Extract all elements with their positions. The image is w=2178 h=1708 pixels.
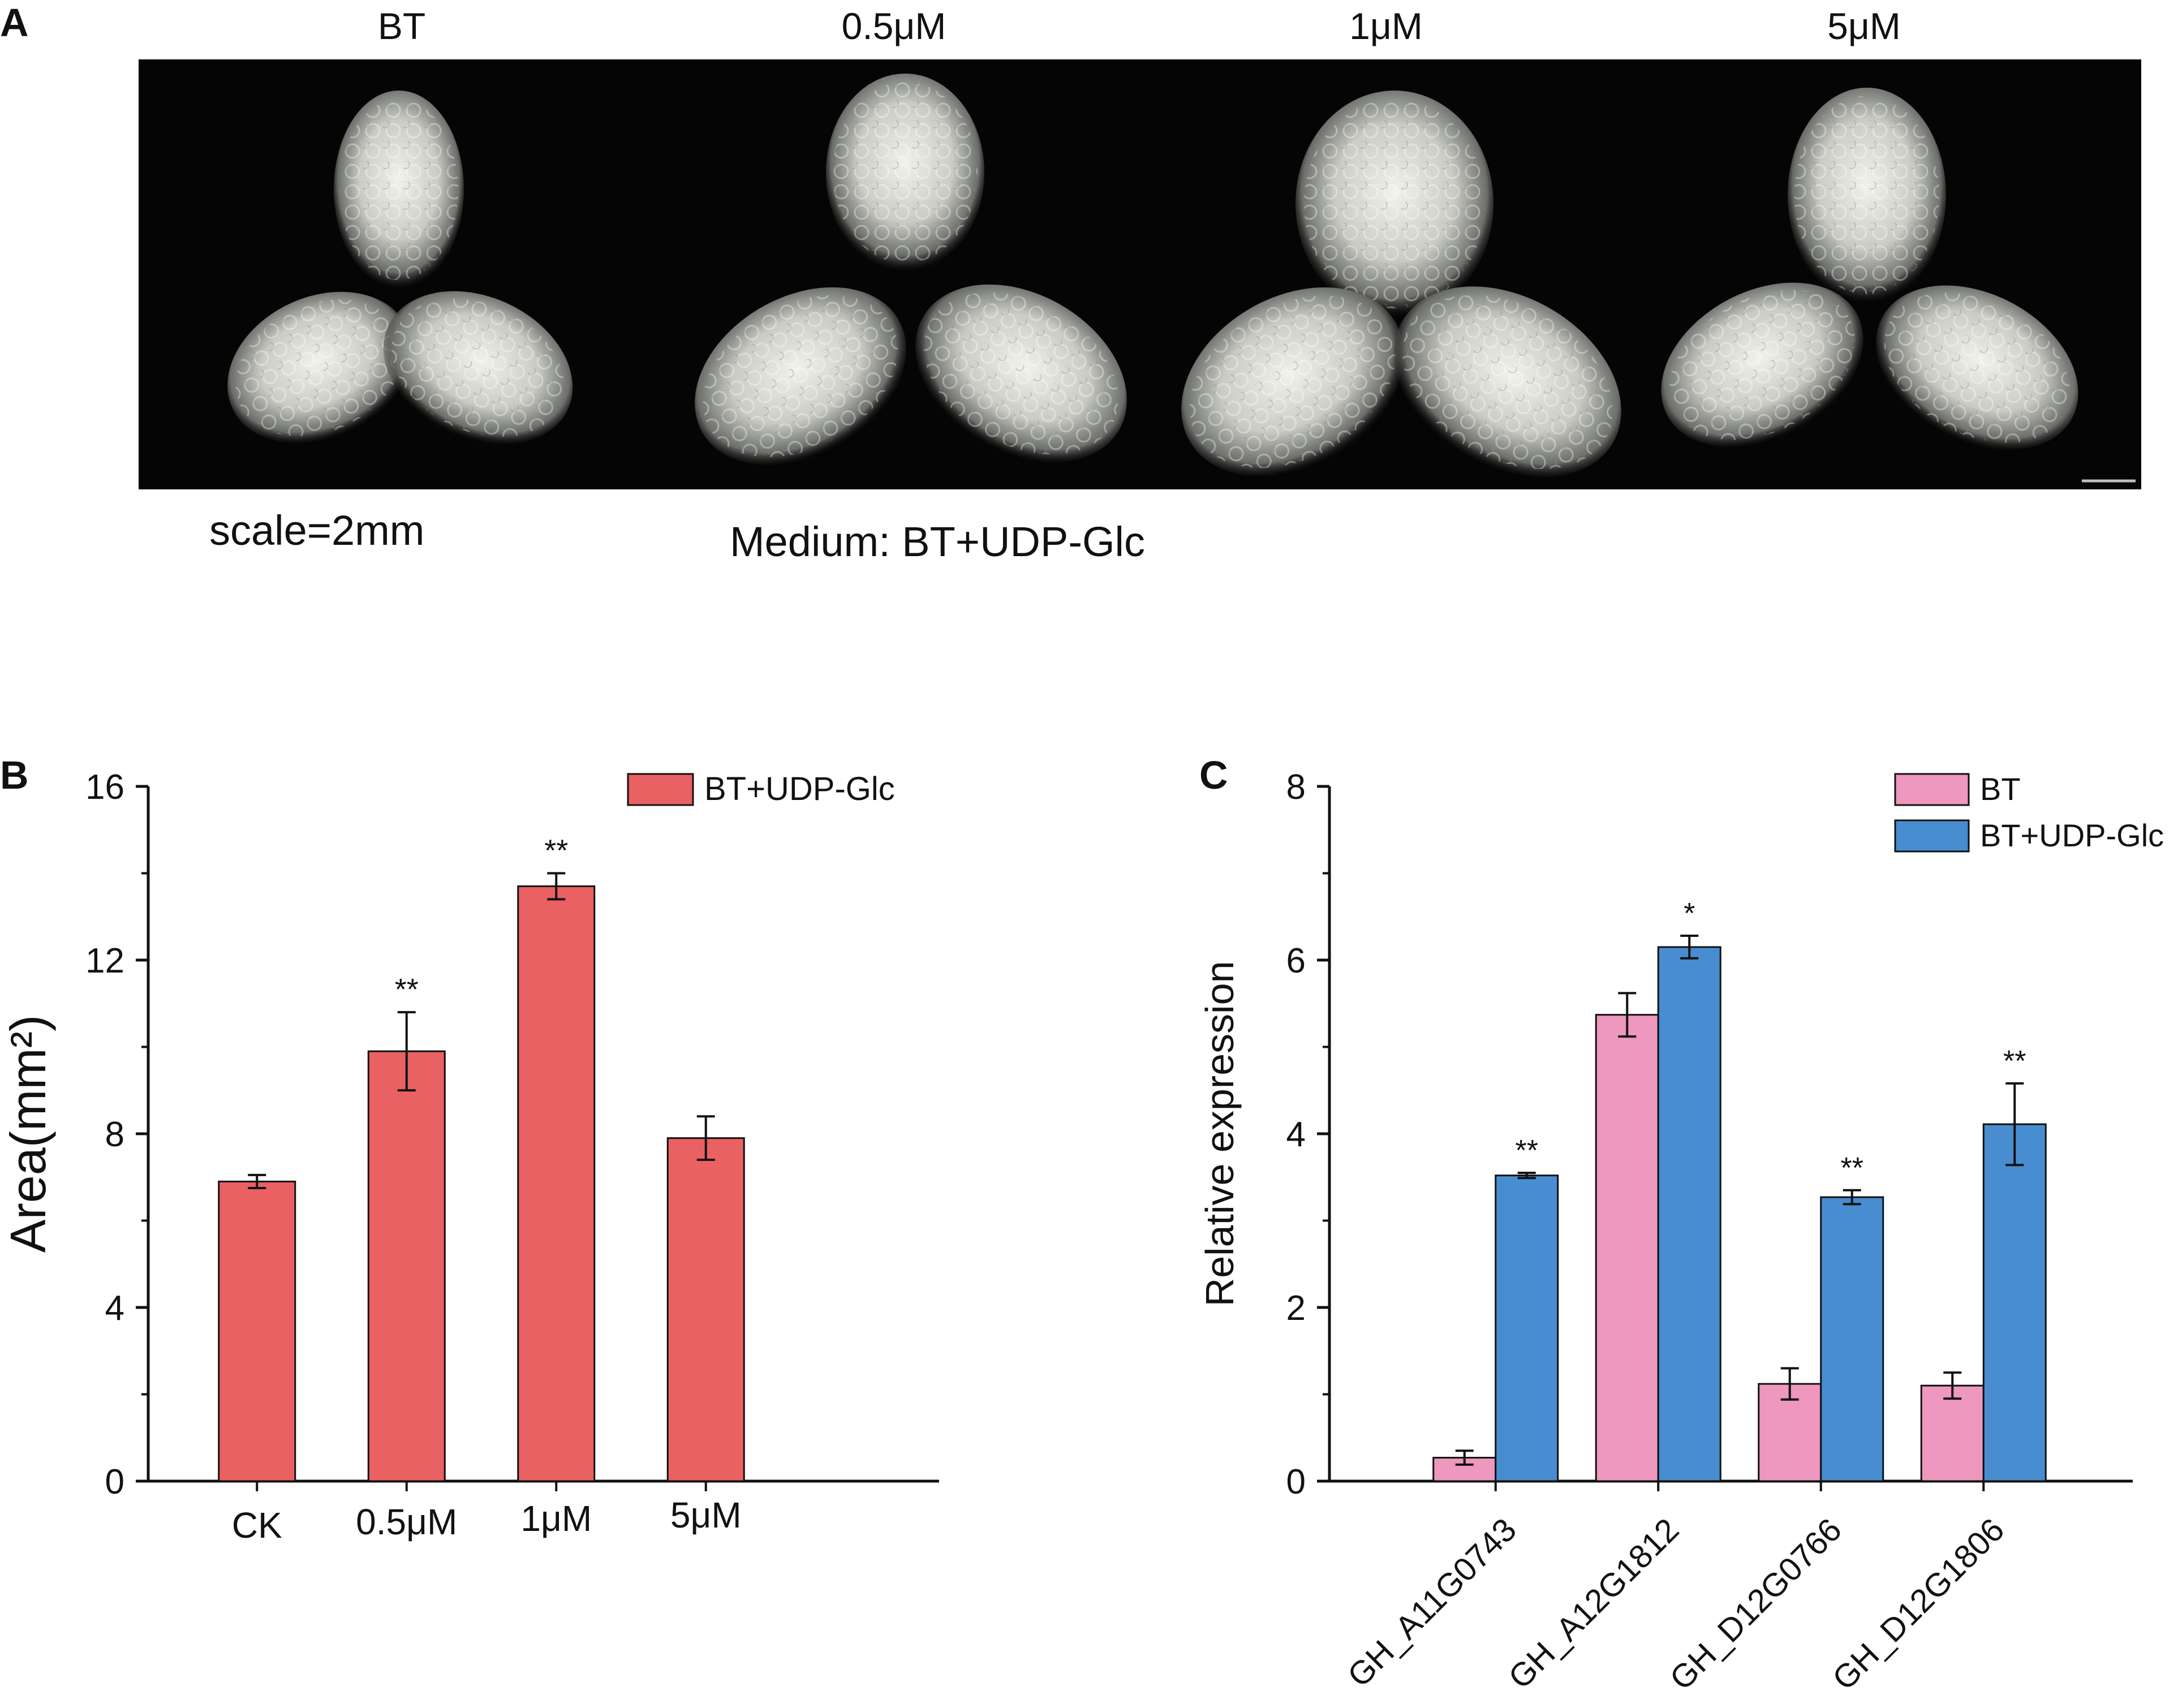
x-tick-label: GH_A12G1812 <box>1501 1511 1686 1696</box>
y-tick-label: 16 <box>85 768 124 807</box>
significance-marker: ** <box>395 973 419 1006</box>
x-tick-label: GH_A11G0743 <box>1341 1511 1523 1694</box>
y-tick-label: 0 <box>1286 1462 1306 1502</box>
y-tick-label: 8 <box>105 1115 124 1154</box>
medium-caption: Medium: BT+UDP-Glc <box>730 518 1145 565</box>
ovule-cluster-0-5um <box>695 74 1127 466</box>
ovule-cluster-1um <box>1181 91 1621 477</box>
panel-c-letter: C <box>1199 753 1228 797</box>
y-axis-title: Relative expression <box>1198 961 1242 1307</box>
y-tick-label: 2 <box>1286 1289 1306 1328</box>
column-label-5um: 5μM <box>1827 5 1901 47</box>
bar <box>1595 1014 1659 1482</box>
x-tick-label: 1μM <box>520 1498 592 1539</box>
y-tick-label: 4 <box>105 1289 124 1328</box>
x-tick-label: GH_D12G0766 <box>1663 1511 1849 1697</box>
y-tick-label: 12 <box>85 941 124 980</box>
bar <box>218 1180 296 1482</box>
panel-a-letter: A <box>0 1 29 45</box>
ovule-cluster-5um <box>1661 88 2078 450</box>
column-label-bt: BT <box>377 5 426 47</box>
bar <box>1982 1123 2047 1482</box>
bar <box>517 885 596 1482</box>
bar <box>1920 1384 1985 1482</box>
significance-marker: ** <box>544 834 568 868</box>
scale-caption: scale=2mm <box>209 507 425 554</box>
legend-swatch <box>1894 773 1970 806</box>
x-tick-label: GH_D12G1806 <box>1826 1511 2012 1697</box>
legend-swatch <box>627 773 694 806</box>
bar <box>1820 1196 1884 1482</box>
bar <box>1495 1174 1559 1482</box>
bar <box>367 1050 446 1482</box>
chart-relative-expression: 0 2 4 6 8 Relative expression ** GH_A11G0743 * GH… <box>1198 768 2164 1697</box>
y-tick-label: 6 <box>1286 941 1306 980</box>
bar <box>1657 946 1721 1482</box>
significance-marker: * <box>1684 897 1695 930</box>
y-tick-label: 8 <box>1286 768 1306 807</box>
legend-label: BT <box>1980 771 2021 807</box>
y-tick-label: 0 <box>105 1462 124 1502</box>
significance-marker: ** <box>1841 1152 1863 1185</box>
column-label-1um: 1μM <box>1349 5 1423 47</box>
panel-b-letter: B <box>0 753 29 797</box>
significance-marker: ** <box>2003 1045 2026 1078</box>
x-tick-label: 0.5μM <box>356 1502 457 1542</box>
legend-swatch <box>1894 819 1970 853</box>
legend-label: BT+UDP-Glc <box>704 771 895 807</box>
bar <box>666 1137 745 1482</box>
x-tick-label: 5μM <box>670 1495 742 1535</box>
y-tick-label: 4 <box>1286 1115 1306 1154</box>
significance-marker: ** <box>1516 1134 1538 1167</box>
column-label-0-5um: 0.5μM <box>841 5 946 47</box>
x-tick-label: CK <box>232 1505 282 1546</box>
y-axis-title: Area(mm²) <box>0 1015 56 1253</box>
chart-area-by-concentration: 0 4 8 12 16 Area(mm²) CK ** 0.5μM ** 1μM 5μM BT+UDP-… <box>0 768 939 1546</box>
legend-label: BT+UDP-Glc <box>1980 818 2164 853</box>
cotton-ovule-photo-strip <box>139 59 2141 489</box>
ovule-cluster-bt <box>227 91 573 445</box>
